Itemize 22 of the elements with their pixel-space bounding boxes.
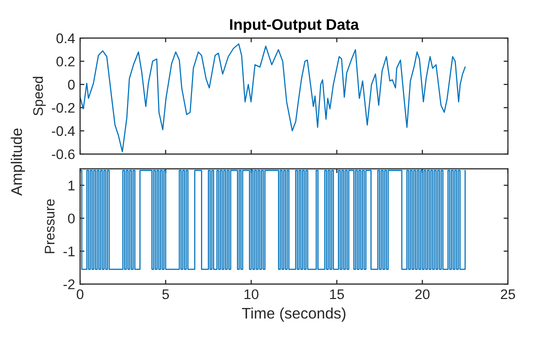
x-tick-label: 10 — [244, 289, 258, 300]
x-tick-label: 5 — [162, 289, 169, 300]
x-tick-label: 15 — [330, 289, 344, 300]
y-tick-label: -1 — [63, 246, 75, 256]
x-tick-label: 20 — [415, 289, 430, 300]
y-axis-title: Speed — [32, 76, 46, 116]
y-axis-title: Pressure — [44, 199, 55, 254]
y-tick-label: 0.2 — [56, 56, 75, 66]
y-tick-label: -0.4 — [52, 126, 75, 136]
text: Amplitude — [10, 128, 26, 196]
y-tick-label: -0.2 — [52, 102, 75, 113]
y-tick-label: -0.6 — [52, 149, 75, 160]
x-axis-title: Time (seconds) — [242, 307, 346, 322]
x-tick-label: 25 — [500, 289, 516, 300]
line-series — [80, 43, 466, 152]
x-tick-label: 0 — [76, 289, 84, 300]
y-tick-label: 0.4 — [56, 33, 75, 44]
y-tick-label: 0 — [68, 80, 75, 90]
y-tick-label: 1 — [68, 180, 75, 190]
y-tick-label: 0 — [68, 214, 75, 224]
y-tick-label: -2 — [63, 279, 75, 290]
chart-title: Input-Output Data — [230, 19, 360, 33]
